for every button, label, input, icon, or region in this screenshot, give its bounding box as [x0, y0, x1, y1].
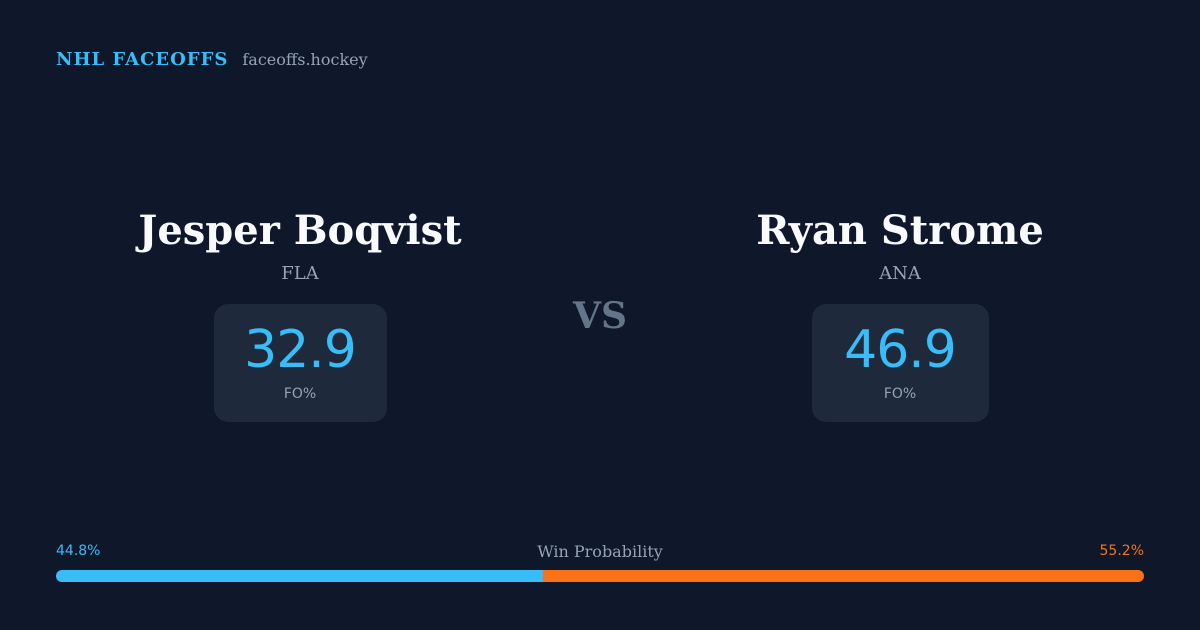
versus-label: VS: [573, 295, 627, 337]
left-win-probability: 44.8%: [56, 543, 101, 559]
brand-header: NHL FACEOFFS faceoffs.hockey: [56, 49, 368, 70]
right-player-team: ANA: [879, 263, 921, 284]
right-win-probability: 55.2%: [1099, 543, 1144, 559]
win-probability-title: Win Probability: [537, 542, 663, 561]
left-player-team: FLA: [281, 263, 319, 284]
brand-name: NHL FACEOFFS: [56, 49, 229, 70]
left-player-name: Jesper Boqvist: [138, 207, 462, 254]
win-probability-bar: [56, 570, 1144, 582]
right-probability-fill: [543, 570, 1144, 582]
right-faceoff-label: FO%: [883, 386, 917, 402]
right-player-name: Ryan Strome: [756, 207, 1044, 254]
right-player-panel: Ryan Strome ANA 46.9 FO%: [690, 204, 1110, 422]
left-player-panel: Jesper Boqvist FLA 32.9 FO%: [90, 204, 510, 422]
left-faceoff-percentage: 32.9: [244, 320, 357, 380]
left-faceoff-stat-card: 32.9 FO%: [213, 304, 387, 422]
right-faceoff-stat-card: 46.9 FO%: [811, 304, 989, 422]
left-probability-fill: [56, 570, 544, 582]
left-faceoff-label: FO%: [283, 386, 317, 402]
right-faceoff-percentage: 46.9: [844, 320, 957, 380]
brand-site: faceoffs.hockey: [242, 50, 368, 69]
